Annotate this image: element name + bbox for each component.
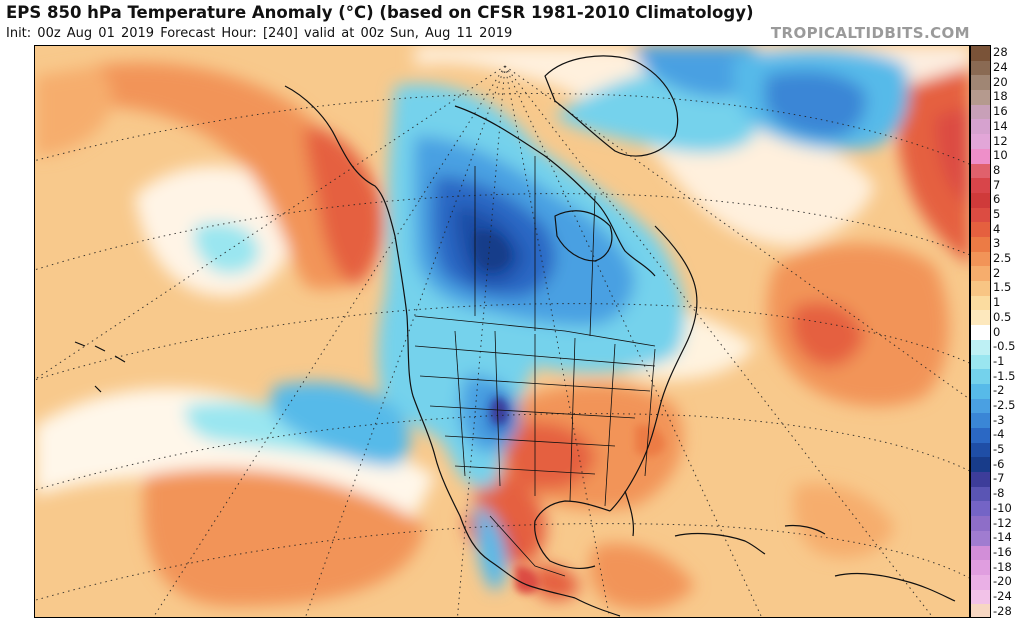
colorbar	[970, 45, 991, 618]
colorbar-cell	[971, 604, 990, 617]
colorbar-label: -1.5	[993, 368, 1016, 383]
colorbar-label: 3	[993, 236, 1001, 251]
colorbar-cell	[971, 398, 990, 414]
colorbar-label: 10	[993, 148, 1008, 163]
colorbar-label: 5	[993, 206, 1001, 221]
colorbar-label: 24	[993, 60, 1008, 75]
colorbar-cell	[971, 75, 990, 91]
colorbar-cell	[971, 383, 990, 400]
colorbar-cell	[971, 472, 990, 488]
colorbar-label: 0	[993, 324, 1001, 339]
anomaly-field	[35, 46, 969, 610]
colorbar-label: -2	[993, 383, 1005, 398]
forecast-info: Init: 00z Aug 01 2019 Forecast Hour: [24…	[6, 26, 513, 41]
colorbar-cell	[971, 560, 990, 576]
colorbar-label: -28	[993, 603, 1012, 618]
colorbar-cell	[971, 501, 990, 517]
colorbar-cell	[971, 486, 990, 503]
colorbar-cell	[971, 207, 990, 223]
colorbar-cell	[971, 251, 990, 267]
colorbar-label: 18	[993, 89, 1008, 104]
colorbar-cell	[971, 119, 990, 135]
colorbar-cell	[971, 295, 990, 312]
colorbar-labels: 28 24 20 18 16 14 12 10 8 7 6 5 4 3 2.5 2 1.5 1 0.5 0 -0.5 -1…	[993, 45, 1024, 618]
chart-title: EPS 850 hPa Temperature Anomaly (°C) (ba…	[6, 3, 754, 22]
colorbar-cell	[971, 442, 990, 458]
colorbar-label: 28	[993, 45, 1008, 60]
colorbar-label: 4	[993, 221, 1001, 236]
colorbar-label: -3	[993, 412, 1005, 427]
colorbar-label: 2.5	[993, 251, 1012, 266]
colorbar-cell	[971, 369, 990, 385]
colorbar-cell	[971, 266, 990, 282]
colorbar-label: 16	[993, 104, 1008, 119]
colorbar-cell	[971, 237, 990, 253]
colorbar-label: -4	[993, 427, 1005, 442]
colorbar-label: -1	[993, 353, 1005, 368]
colorbar-cell	[971, 574, 990, 591]
colorbar-cell	[971, 428, 990, 444]
colorbar-label: 12	[993, 133, 1008, 148]
political-borders	[414, 156, 656, 577]
colorbar-cell	[971, 325, 990, 341]
colorbar-label: -20	[993, 574, 1012, 589]
colorbar-cell	[971, 281, 990, 297]
colorbar-label: -14	[993, 530, 1012, 545]
colorbar-label: -18	[993, 559, 1012, 574]
colorbar-cell	[971, 148, 990, 165]
colorbar-label: 7	[993, 177, 1001, 192]
colorbar-label: -7	[993, 471, 1005, 486]
colorbar-label: 2	[993, 265, 1001, 280]
colorbar-label: 20	[993, 74, 1008, 89]
site-watermark: TROPICALTIDBITS.COM	[770, 24, 970, 42]
graticule	[35, 65, 969, 617]
colorbar-label: -8	[993, 486, 1005, 501]
colorbar-cell	[971, 339, 990, 356]
colorbar-cell	[971, 354, 990, 370]
colorbar-cell	[971, 60, 990, 76]
colorbar-label: -0.5	[993, 339, 1016, 354]
colorbar-cell	[971, 222, 990, 238]
colorbar-cell	[971, 46, 990, 62]
colorbar-label: -24	[993, 588, 1012, 603]
colorbar-cell	[971, 163, 990, 179]
colorbar-cell	[971, 589, 990, 605]
colorbar-label: 14	[993, 118, 1008, 133]
colorbar-cell	[971, 90, 990, 106]
colorbar-cell	[971, 134, 990, 150]
colorbar-cell	[971, 516, 990, 532]
colorbar-cell	[971, 413, 990, 429]
colorbar-label: -10	[993, 500, 1012, 515]
colorbar-label: 1	[993, 295, 1001, 310]
colorbar-label: 8	[993, 162, 1001, 177]
colorbar-label: 1.5	[993, 280, 1012, 295]
colorbar-label: -5	[993, 442, 1005, 457]
colorbar-label: -2.5	[993, 397, 1016, 412]
colorbar-cell	[971, 192, 990, 209]
colorbar-label: 6	[993, 192, 1001, 207]
colorbar-cell	[971, 545, 990, 561]
colorbar-label: -16	[993, 544, 1012, 559]
colorbar-cell	[971, 104, 990, 121]
colorbar-cell	[971, 178, 990, 194]
coastlines	[74, 55, 956, 617]
colorbar-cell	[971, 530, 990, 547]
colorbar-cell	[971, 310, 990, 326]
colorbar-cell	[971, 457, 990, 473]
anomaly-map	[34, 45, 970, 618]
colorbar-label: -12	[993, 515, 1012, 530]
colorbar-label: 0.5	[993, 309, 1012, 324]
colorbar-label: -6	[993, 456, 1005, 471]
